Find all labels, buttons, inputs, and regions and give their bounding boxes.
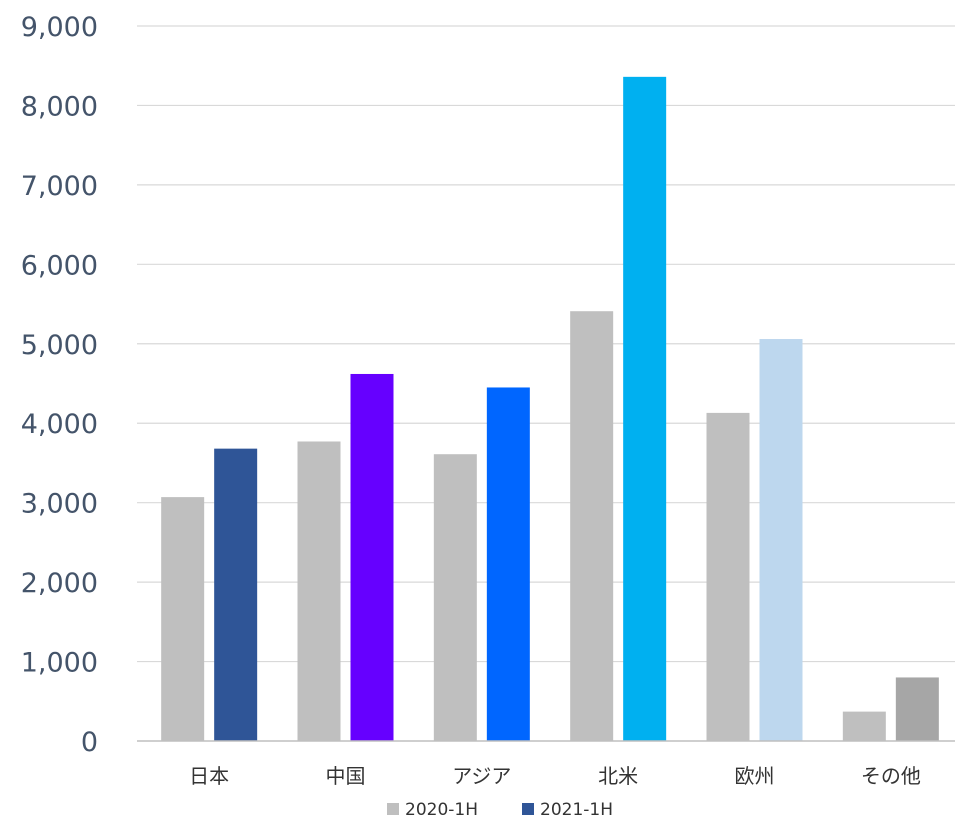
bar-2021-1H-その他 — [895, 677, 939, 741]
legend-label: 2020-1H — [405, 800, 478, 820]
bar-2021-1H-中国 — [350, 373, 394, 741]
bar-2020-1H-欧州 — [706, 412, 750, 741]
y-tick-label: 5,000 — [21, 330, 98, 361]
x-tick-label: アジア — [452, 764, 511, 788]
bar-2020-1H-その他 — [842, 711, 886, 741]
y-tick-label: 3,000 — [21, 489, 98, 520]
x-tick-label: その他 — [861, 764, 921, 788]
bars — [161, 76, 939, 742]
y-tick-label: 6,000 — [21, 250, 98, 281]
y-tick-label: 9,000 — [21, 12, 98, 43]
bar-2021-1H-日本 — [214, 448, 258, 741]
y-tick-label: 4,000 — [21, 409, 98, 440]
bar-2020-1H-中国 — [297, 441, 341, 741]
bar-2021-1H-欧州 — [759, 339, 803, 741]
y-tick-label: 0 — [81, 727, 98, 758]
x-tick-label: 欧州 — [735, 764, 775, 788]
x-axis-tick-labels: 日本 中国 アジア 北米 欧州 その他 — [189, 764, 921, 788]
y-tick-label: 1,000 — [21, 648, 98, 679]
y-tick-label: 7,000 — [21, 171, 98, 202]
bar-2020-1H-アジア — [433, 454, 477, 741]
x-tick-label: 北米 — [598, 764, 638, 788]
y-tick-label: 8,000 — [21, 91, 98, 122]
legend: 2020-1H 2021-1H — [387, 800, 613, 820]
bar-2021-1H-アジア — [486, 387, 530, 741]
y-axis-tick-labels: 0 1,000 2,000 3,000 4,000 5,000 6,000 7,000 8,00… — [21, 12, 98, 758]
bar-2020-1H-日本 — [161, 497, 205, 741]
gridlines — [137, 25, 955, 663]
legend-label: 2021-1H — [540, 800, 613, 820]
legend-swatch — [522, 803, 534, 815]
bar-2020-1H-北米 — [570, 311, 614, 741]
legend-swatch — [387, 803, 399, 815]
y-tick-label: 2,000 — [21, 568, 98, 599]
x-tick-label: 日本 — [189, 764, 229, 788]
x-tick-label: 中国 — [326, 764, 366, 788]
bar-2021-1H-北米 — [623, 76, 667, 742]
